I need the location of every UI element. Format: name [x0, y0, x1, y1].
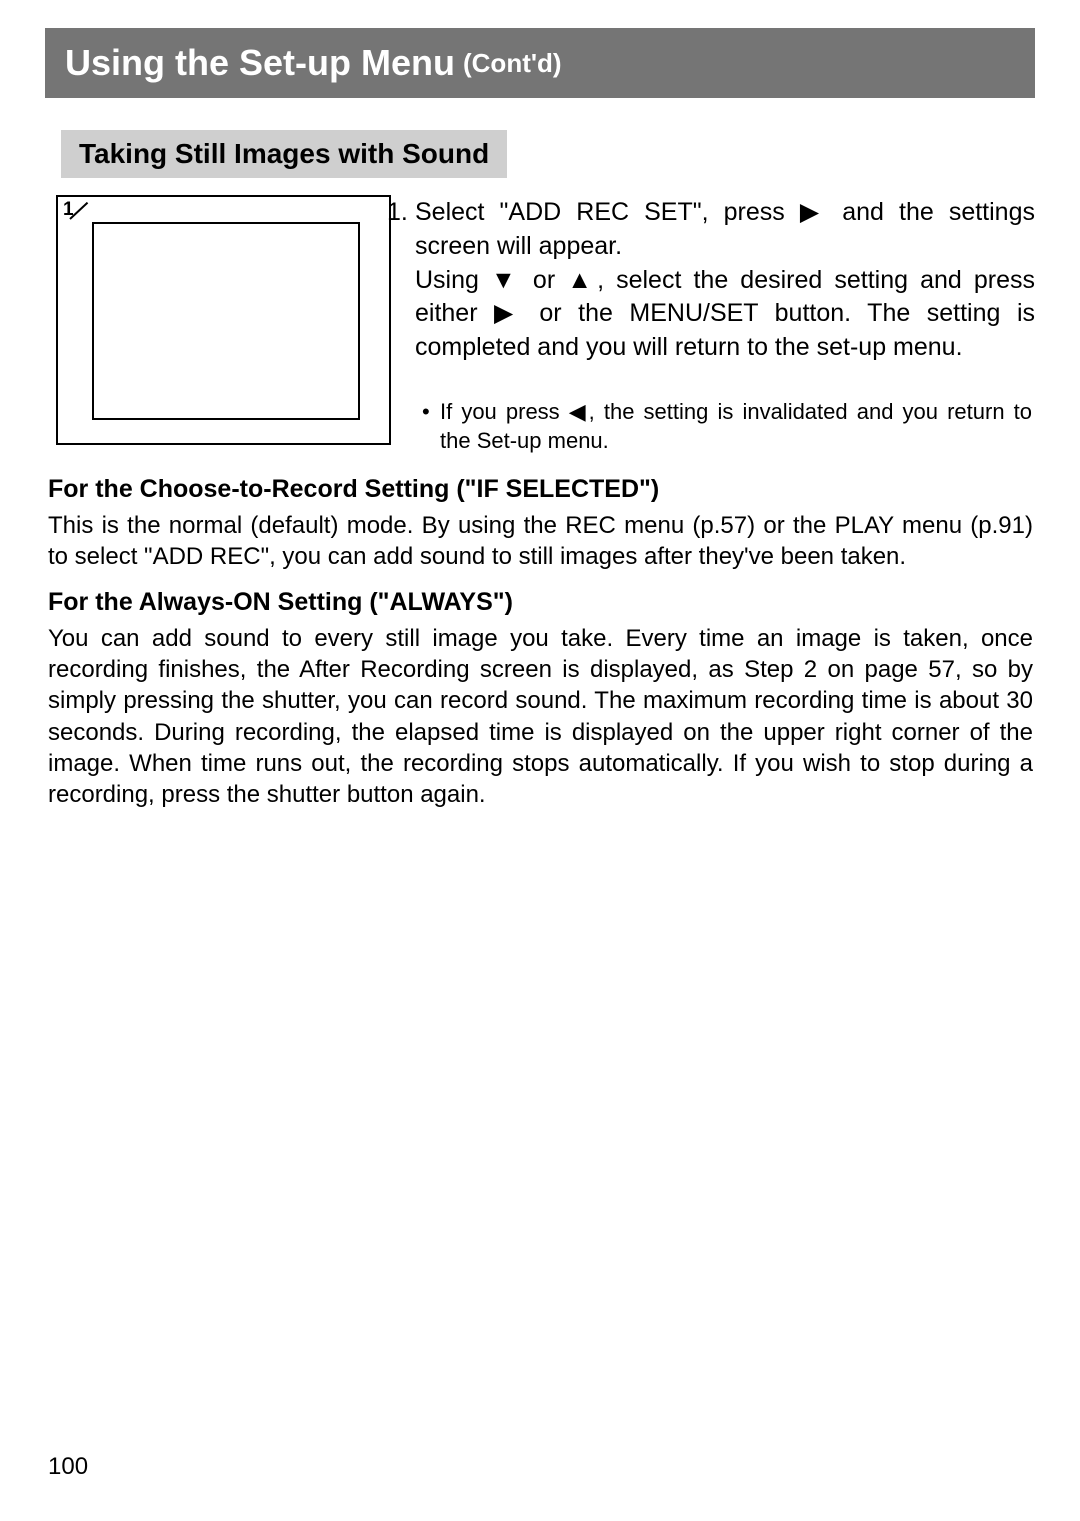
header-subtitle: (Cont'd)	[463, 48, 562, 79]
step-1-line1: Select "ADD REC SET", press ▶ and the se…	[415, 196, 1035, 264]
header-bar: Using the Set-up Menu (Cont'd)	[45, 28, 1035, 98]
subbody-always: You can add sound to every still image y…	[48, 623, 1033, 810]
section-heading-bar: Taking Still Images with Sound	[61, 130, 507, 178]
manual-page: Using the Set-up Menu (Cont'd) Taking St…	[0, 0, 1080, 1521]
bullet-icon: •	[422, 398, 430, 427]
step-1-bullet: • If you press ◀, the setting is invalid…	[440, 398, 1032, 455]
subheading-if-selected: For the Choose-to-Record Setting ("IF SE…	[48, 475, 659, 504]
section-heading: Taking Still Images with Sound	[79, 138, 489, 169]
step-1-text: 1. Select "ADD REC SET", press ▶ and the…	[415, 196, 1035, 365]
subbody-if-selected: This is the normal (default) mode. By us…	[48, 510, 1033, 572]
step-1-number: 1.	[387, 196, 408, 230]
step-1-bullet-text: If you press ◀, the setting is invalidat…	[440, 399, 1032, 453]
diagram-screen-rect	[92, 222, 360, 420]
subheading-always: For the Always-ON Setting ("ALWAYS")	[48, 588, 513, 617]
diagram-frame: 1	[56, 195, 391, 445]
step-1-line2: Using ▼ or ▲, select the desired setting…	[415, 264, 1035, 365]
page-number: 100	[48, 1453, 88, 1481]
header-title: Using the Set-up Menu	[65, 42, 455, 84]
